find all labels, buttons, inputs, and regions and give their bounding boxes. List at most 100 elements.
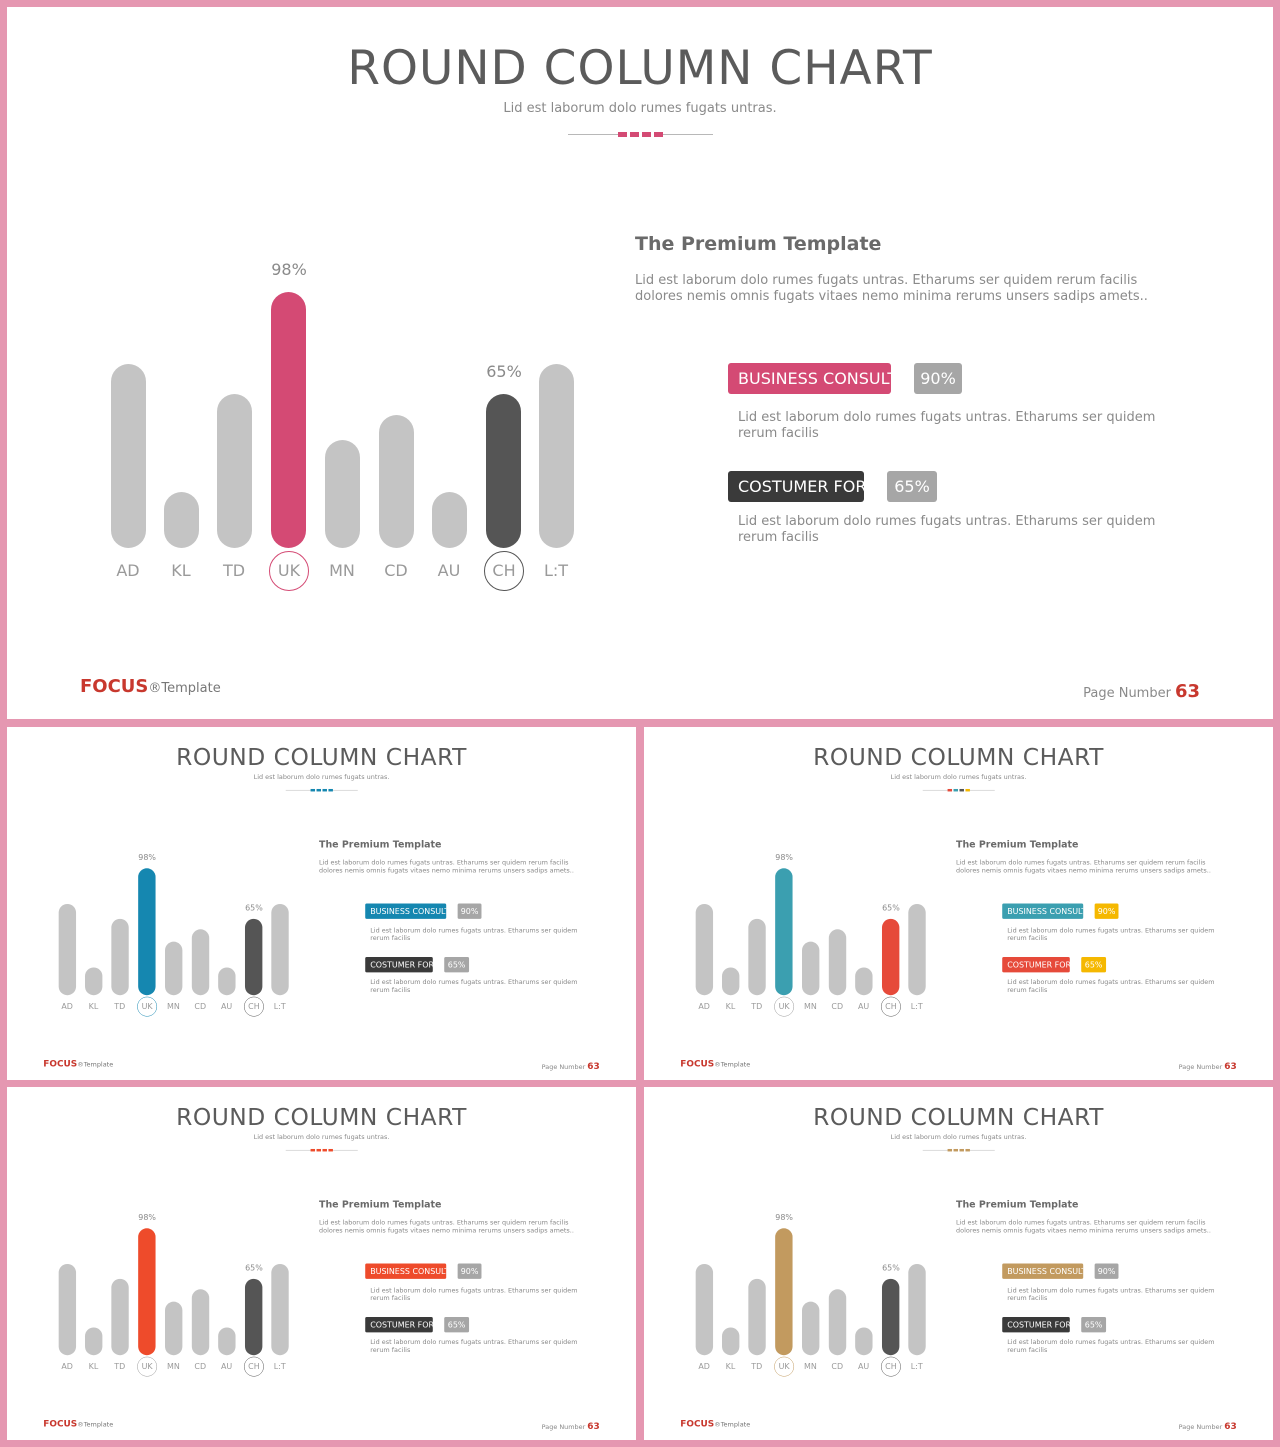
bar-au <box>855 1327 873 1356</box>
bar-label-kl: KL <box>171 561 191 580</box>
info-title: The Premium Template <box>319 1199 442 1210</box>
page-number: Page Number 63 <box>542 1061 600 1071</box>
tag-costumer-forum: COSTUMER FORUM <box>1002 957 1070 973</box>
bar-value-uk: 98% <box>271 260 307 279</box>
brand-logo: FOCUS®Template <box>80 676 221 697</box>
bar-label-lt: L:T <box>273 1361 286 1372</box>
bar-label-kl: KL <box>88 1001 99 1012</box>
divider-dash <box>965 788 970 792</box>
brand-suffix: Template <box>720 1421 751 1429</box>
bar-value-uk: 98% <box>138 852 156 862</box>
bar-td <box>111 918 129 996</box>
bar-label-ch: CH <box>243 1356 264 1377</box>
divider-dash <box>959 788 964 792</box>
bar-label-td: TD <box>222 561 246 580</box>
divider-dashes <box>310 788 333 792</box>
bar-label-ad: AD <box>61 1361 73 1372</box>
bar-au <box>855 967 873 996</box>
brand-name: FOCUS <box>680 1418 715 1430</box>
tag-costumer-forum-value: 65% <box>1081 957 1107 973</box>
tag-costumer-forum-value: 65% <box>444 957 470 973</box>
divider-dashes <box>310 1148 333 1152</box>
bar-label-ad: AD <box>698 1001 710 1012</box>
divider-dash <box>322 788 327 792</box>
tag-business-consulting-desc: Lid est laborum dolo rumes fugats untras… <box>1007 926 1215 943</box>
brand-name: FOCUS <box>680 1058 715 1070</box>
bar-label-mn: MN <box>329 561 355 580</box>
bar-value-ch: 65% <box>486 362 522 381</box>
bar-value-uk: 98% <box>775 1212 793 1222</box>
bar-ch <box>881 918 900 996</box>
brand-logo: FOCUS®Template <box>43 1419 113 1429</box>
bar-cd <box>191 929 210 996</box>
bar-label-au: AU <box>857 1001 870 1012</box>
tag-costumer-forum: COSTUMER FORUM <box>365 1317 433 1333</box>
divider-line-right <box>663 134 713 135</box>
bar-lt <box>271 1263 289 1356</box>
bar-value-ch: 65% <box>245 1263 263 1273</box>
tag-business-consulting: BUSINESS CONSULTING <box>365 1263 447 1279</box>
bar-label-td: TD <box>114 1001 126 1012</box>
info-title: The Premium Template <box>956 1199 1079 1210</box>
bar-uk <box>138 868 156 996</box>
tag-costumer-forum-value: 65% <box>887 471 937 502</box>
slide-title: ROUND COLUMN CHART <box>347 41 933 96</box>
bar-uk <box>775 1228 793 1356</box>
slide-title: ROUND COLUMN CHART <box>813 743 1104 772</box>
info-text: Lid est laborum dolo rumes fugats untras… <box>319 1218 574 1235</box>
slide-subtitle: Lid est laborum dolo rumes fugats untras… <box>890 773 1027 782</box>
slide-subtitle: Lid est laborum dolo rumes fugats untras… <box>890 1133 1027 1142</box>
brand-suffix: Template <box>83 1061 114 1069</box>
slide-3: ROUND COLUMN CHART Lid est laborum dolo r… <box>644 727 1273 1080</box>
tag-business-consulting-desc: Lid est laborum dolo rumes fugats untras… <box>370 1286 578 1303</box>
tag-business-consulting: BUSINESS CONSULTING <box>1002 903 1084 919</box>
divider-dash <box>959 1148 964 1152</box>
bar-label-au: AU <box>220 1361 233 1372</box>
tag-business-consulting-desc: Lid est laborum dolo rumes fugats untras… <box>1007 1286 1215 1303</box>
page-number-label: Page Number <box>541 1423 586 1432</box>
page-number: Page Number 63 <box>1083 681 1200 702</box>
bar-mn <box>164 1301 183 1356</box>
tag-costumer-forum-desc: Lid est laborum dolo rumes fugats untras… <box>370 1338 578 1354</box>
brand-name: FOCUS <box>43 1058 78 1070</box>
bar-au <box>218 967 236 996</box>
bar-label-cd: CD <box>831 1361 844 1372</box>
page-number: Page Number 63 <box>1179 1421 1237 1431</box>
bar-mn <box>801 1301 820 1356</box>
bar-mn <box>801 941 820 996</box>
bar-uk <box>775 868 793 996</box>
tag-costumer-forum-desc: Lid est laborum dolo rumes fugats untras… <box>1007 978 1215 994</box>
bar-label-ch: CH <box>880 1356 901 1377</box>
divider-dash <box>316 788 322 792</box>
bar-lt <box>539 364 574 548</box>
slide-content: ROUND COLUMN CHART Lid est laborum dolo r… <box>644 1087 1273 1440</box>
info-text: Lid est laborum dolo rumes fugats untras… <box>956 1218 1211 1235</box>
tag-business-consulting: BUSINESS CONSULTING <box>1002 1263 1084 1279</box>
bar-cd <box>828 1289 847 1356</box>
slide-5: ROUND COLUMN CHART Lid est laborum dolo r… <box>644 1087 1273 1440</box>
bar-kl <box>164 492 199 548</box>
bar-label-ad: AD <box>61 1001 73 1012</box>
slide-2: ROUND COLUMN CHART Lid est laborum dolo r… <box>7 727 636 1080</box>
bar-ad <box>58 1263 77 1356</box>
brand-name: FOCUS <box>80 676 149 697</box>
slide-content: ROUND COLUMN CHART Lid est laborum dolo r… <box>7 727 636 1080</box>
info-text: Lid est laborum dolo rumes fugats untras… <box>319 858 574 875</box>
page-number-value: 63 <box>1224 1421 1237 1432</box>
tag-business-consulting: BUSINESS CONSULTING <box>728 363 891 394</box>
divider-dash <box>310 788 316 792</box>
bar-label-lt: L:T <box>273 1001 286 1012</box>
bar-value-uk: 98% <box>775 852 793 862</box>
bar-value-ch: 65% <box>882 903 900 913</box>
divider-dash <box>328 788 333 792</box>
divider-dash <box>310 1148 316 1152</box>
page-number-value: 63 <box>1174 681 1200 702</box>
divider-dash <box>947 1148 953 1152</box>
bar-label-lt: L:T <box>910 1361 923 1372</box>
slide-subtitle: Lid est laborum dolo rumes fugats untras… <box>253 773 390 782</box>
brand-registered: ® <box>77 1061 84 1069</box>
page-number: Page Number 63 <box>542 1421 600 1431</box>
bar-ad <box>695 903 714 996</box>
tag-business-consulting-value: 90% <box>1094 1263 1119 1279</box>
tag-costumer-forum-value: 65% <box>1081 1317 1107 1333</box>
